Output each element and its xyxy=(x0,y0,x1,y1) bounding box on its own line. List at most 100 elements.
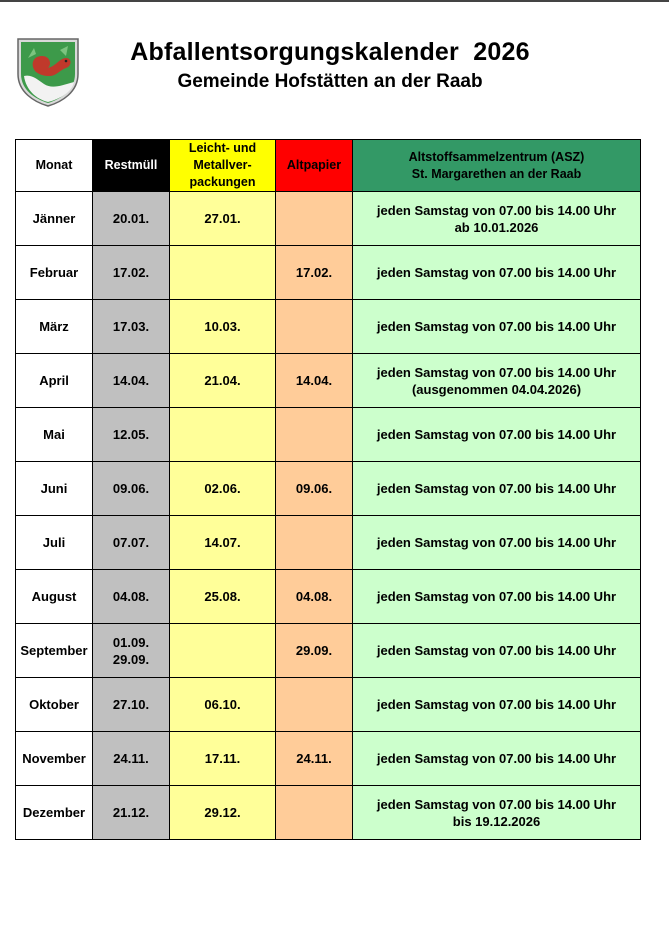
restmuell-date: 12.05. xyxy=(112,427,150,442)
cell-asz: jeden Samstag von 07.00 bis 14.00 Uhr xyxy=(352,569,641,624)
column-header-leicht-line: packungen xyxy=(189,175,256,189)
restmuell-date: 09.06. xyxy=(112,481,150,496)
asz-line: jeden Samstag von 07.00 bis 14.00 Uhr xyxy=(376,796,617,812)
cell-restmuell: 01.09. 29.09. xyxy=(92,623,170,678)
cell-asz: jeden Samstag von 07.00 bis 14.00 Uhr xyxy=(352,245,641,300)
restmuell-date: 07.07. xyxy=(112,535,150,550)
column-header-leicht-line: Leicht- und xyxy=(188,141,257,155)
restmuell-date: 01.09. xyxy=(112,634,150,650)
table-row: März 17.03. 10.03. jeden Samstag von 07.00 … xyxy=(15,299,641,354)
table-row: November 24.11. 17.11. 24.11. jeden Samstag … xyxy=(15,731,641,786)
column-header-altpapier: Altpapier xyxy=(275,139,353,192)
restmuell-date: 17.02. xyxy=(112,265,150,280)
top-border-line xyxy=(0,0,669,2)
cell-monat: August xyxy=(15,569,93,624)
cell-asz: jeden Samstag von 07.00 bis 14.00 Uhr xyxy=(352,623,641,678)
cell-restmuell: 09.06. xyxy=(92,461,170,516)
cell-leicht: 17.11. xyxy=(169,731,276,786)
cell-restmuell: 07.07. xyxy=(92,515,170,570)
asz-line: ab 10.01.2026 xyxy=(454,219,539,235)
asz-line: (ausgenommen 04.04.2026) xyxy=(411,381,582,397)
asz-line: bis 19.12.2026 xyxy=(452,813,541,829)
cell-restmuell: 27.10. xyxy=(92,677,170,732)
cell-asz: jeden Samstag von 07.00 bis 14.00 Uhr xyxy=(352,731,641,786)
asz-line: jeden Samstag von 07.00 bis 14.00 Uhr xyxy=(376,751,617,766)
cell-altpapier: 24.11. xyxy=(275,731,353,786)
cell-leicht xyxy=(169,407,276,462)
cell-asz: jeden Samstag von 07.00 bis 14.00 Uhr ab … xyxy=(352,191,641,246)
waste-collection-table: Monat Restmüll Leicht- und Metallver- pa… xyxy=(15,139,641,840)
cell-monat: Oktober xyxy=(15,677,93,732)
cell-altpapier xyxy=(275,785,353,840)
cell-monat: April xyxy=(15,353,93,408)
cell-restmuell: 04.08. xyxy=(92,569,170,624)
cell-restmuell: 17.03. xyxy=(92,299,170,354)
table-row: September 01.09. 29.09. 29.09. jeden Samstag… xyxy=(15,623,641,678)
restmuell-date: 17.03. xyxy=(112,319,150,334)
cell-restmuell: 24.11. xyxy=(92,731,170,786)
cell-altpapier: 09.06. xyxy=(275,461,353,516)
asz-line: jeden Samstag von 07.00 bis 14.00 Uhr xyxy=(376,202,617,218)
asz-line: jeden Samstag von 07.00 bis 14.00 Uhr xyxy=(376,265,617,280)
restmuell-date: 27.10. xyxy=(112,697,150,712)
asz-line: jeden Samstag von 07.00 bis 14.00 Uhr xyxy=(376,481,617,496)
cell-leicht: 21.04. xyxy=(169,353,276,408)
cell-altpapier: 17.02. xyxy=(275,245,353,300)
restmuell-date: 14.04. xyxy=(112,373,150,388)
asz-line: jeden Samstag von 07.00 bis 14.00 Uhr xyxy=(376,535,617,550)
restmuell-date: 20.01. xyxy=(112,211,150,226)
cell-monat: Juni xyxy=(15,461,93,516)
cell-leicht: 25.08. xyxy=(169,569,276,624)
cell-altpapier xyxy=(275,299,353,354)
cell-leicht: 29.12. xyxy=(169,785,276,840)
table-row: April 14.04. 21.04. 14.04. jeden Samstag von… xyxy=(15,353,641,408)
cell-monat: Februar xyxy=(15,245,93,300)
asz-line: jeden Samstag von 07.00 bis 14.00 Uhr xyxy=(376,319,617,334)
header: Abfallentsorgungskalender 2026 Gemeinde … xyxy=(90,38,570,93)
cell-monat: November xyxy=(15,731,93,786)
table-header-row: Monat Restmüll Leicht- und Metallver- pa… xyxy=(15,139,641,192)
cell-monat: Dezember xyxy=(15,785,93,840)
cell-altpapier: 04.08. xyxy=(275,569,353,624)
cell-altpapier xyxy=(275,191,353,246)
column-header-asz: Altstoffsammelzentrum (ASZ) St. Margaret… xyxy=(352,139,641,192)
cell-monat: Mai xyxy=(15,407,93,462)
cell-asz: jeden Samstag von 07.00 bis 14.00 Uhr xyxy=(352,461,641,516)
cell-leicht xyxy=(169,245,276,300)
column-header-leicht-line: Metallver- xyxy=(193,158,252,172)
cell-restmuell: 14.04. xyxy=(92,353,170,408)
restmuell-date: 24.11. xyxy=(113,751,149,766)
cell-asz: jeden Samstag von 07.00 bis 14.00 Uhr xyxy=(352,299,641,354)
page-subtitle: Gemeinde Hofstätten an der Raab xyxy=(177,71,483,92)
cell-asz: jeden Samstag von 07.00 bis 14.00 Uhr xyxy=(352,515,641,570)
column-header-monat: Monat xyxy=(15,139,93,192)
cell-leicht: 10.03. xyxy=(169,299,276,354)
table-row: Mai 12.05. jeden Samstag von 07.00 bis 14.… xyxy=(15,407,641,462)
cell-restmuell: 21.12. xyxy=(92,785,170,840)
cell-monat: Juli xyxy=(15,515,93,570)
asz-line: jeden Samstag von 07.00 bis 14.00 Uhr xyxy=(376,643,617,658)
cell-asz: jeden Samstag von 07.00 bis 14.00 Uhr xyxy=(352,407,641,462)
cell-monat: Jänner xyxy=(15,191,93,246)
cell-altpapier xyxy=(275,515,353,570)
table-row: Juni 09.06. 02.06. 09.06. jeden Samstag von … xyxy=(15,461,641,516)
column-header-asz-line: Altstoffsammelzentrum (ASZ) xyxy=(408,149,585,164)
asz-line: jeden Samstag von 07.00 bis 14.00 Uhr xyxy=(376,427,617,442)
cell-altpapier xyxy=(275,407,353,462)
column-header-leicht: Leicht- und Metallver- packungen xyxy=(169,139,276,192)
cell-leicht: 14.07. xyxy=(169,515,276,570)
restmuell-date: 29.09. xyxy=(112,651,150,667)
cell-altpapier: 29.09. xyxy=(275,623,353,678)
cell-restmuell: 17.02. xyxy=(92,245,170,300)
cell-asz: jeden Samstag von 07.00 bis 14.00 Uhr (au… xyxy=(352,353,641,408)
cell-monat: September xyxy=(15,623,93,678)
cell-restmuell: 12.05. xyxy=(92,407,170,462)
municipal-coat-of-arms-squirrel-icon xyxy=(17,38,79,107)
page-title: Abfallentsorgungskalender 2026 xyxy=(130,38,530,66)
table-row: Jänner 20.01. 27.01. jeden Samstag von 07.0… xyxy=(15,191,641,246)
restmuell-date: 04.08. xyxy=(112,589,150,604)
cell-altpapier xyxy=(275,677,353,732)
table-row: Februar 17.02. 17.02. jeden Samstag von 07.… xyxy=(15,245,641,300)
table-row: Dezember 21.12. 29.12. jeden Samstag von 07… xyxy=(15,785,641,840)
cell-leicht xyxy=(169,623,276,678)
